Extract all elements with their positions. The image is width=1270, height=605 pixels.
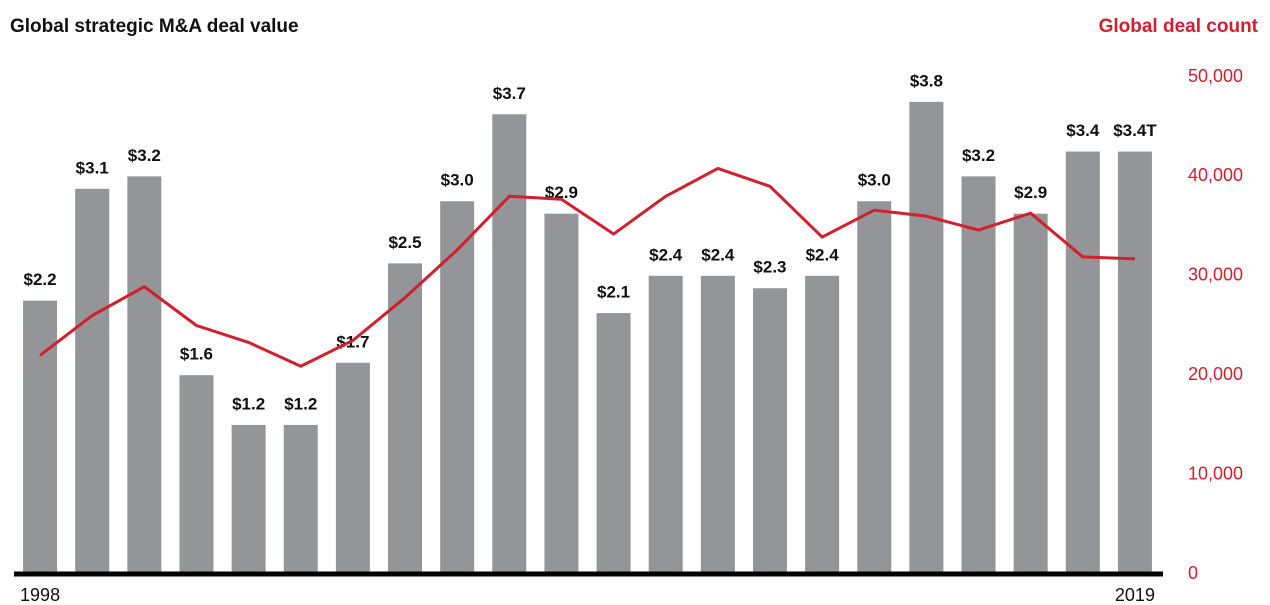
bar (75, 188, 110, 574)
data-label: $2.4 (701, 245, 735, 264)
data-label: $3.7 (493, 84, 526, 103)
data-label: $3.0 (858, 171, 891, 190)
data-label: $2.2 (24, 270, 57, 289)
bar (857, 201, 892, 574)
chart-title: Global strategic M&A deal value (10, 16, 299, 37)
data-label: $3.2 (128, 146, 161, 165)
data-label: $3.1 (76, 158, 109, 177)
bar (179, 375, 214, 574)
bar (596, 313, 631, 574)
bar (909, 101, 944, 574)
data-label: $2.3 (753, 258, 786, 277)
data-label: $1.2 (284, 394, 317, 413)
y2-axis-title: Global deal count (1099, 16, 1259, 37)
bar (335, 362, 370, 574)
line (39, 166, 1135, 368)
y2-tick-label: 50,000 (1188, 66, 1243, 86)
bar (1117, 151, 1152, 575)
bar (283, 424, 318, 574)
data-label: $2.1 (597, 283, 630, 302)
bar (805, 275, 840, 574)
data-label: $3.8 (910, 71, 943, 90)
y2-tick-label: 0 (1188, 563, 1198, 583)
bar (700, 275, 735, 574)
bar (492, 114, 527, 575)
y2-tick-label: 30,000 (1188, 265, 1243, 285)
bar (648, 275, 683, 574)
data-label: $3.0 (441, 171, 474, 190)
y2-tick-label: 40,000 (1188, 165, 1243, 185)
bar (1013, 213, 1048, 575)
bar (440, 201, 475, 574)
y2-tick-label: 20,000 (1188, 364, 1243, 384)
data-label: $2.9 (1014, 183, 1047, 202)
data-label: $2.4 (649, 245, 683, 264)
bar (752, 288, 787, 574)
data-label: $2.5 (388, 233, 421, 252)
bar (1065, 151, 1100, 575)
bar (961, 176, 996, 574)
bar (388, 263, 423, 574)
x-tick-label: 2019 (1115, 585, 1155, 605)
data-label: $3.4 (1066, 121, 1100, 140)
bar (127, 176, 162, 574)
bar (23, 300, 58, 574)
data-label: $1.2 (232, 394, 265, 413)
bar (231, 424, 266, 574)
data-label: $2.4 (806, 245, 840, 264)
data-label: $1.6 (180, 345, 213, 364)
data-label: $3.2 (962, 146, 995, 165)
bar (544, 213, 579, 575)
x-tick-label: 1998 (20, 585, 60, 605)
y2-tick-label: 10,000 (1188, 463, 1243, 483)
data-label: $3.4T (1113, 121, 1157, 140)
